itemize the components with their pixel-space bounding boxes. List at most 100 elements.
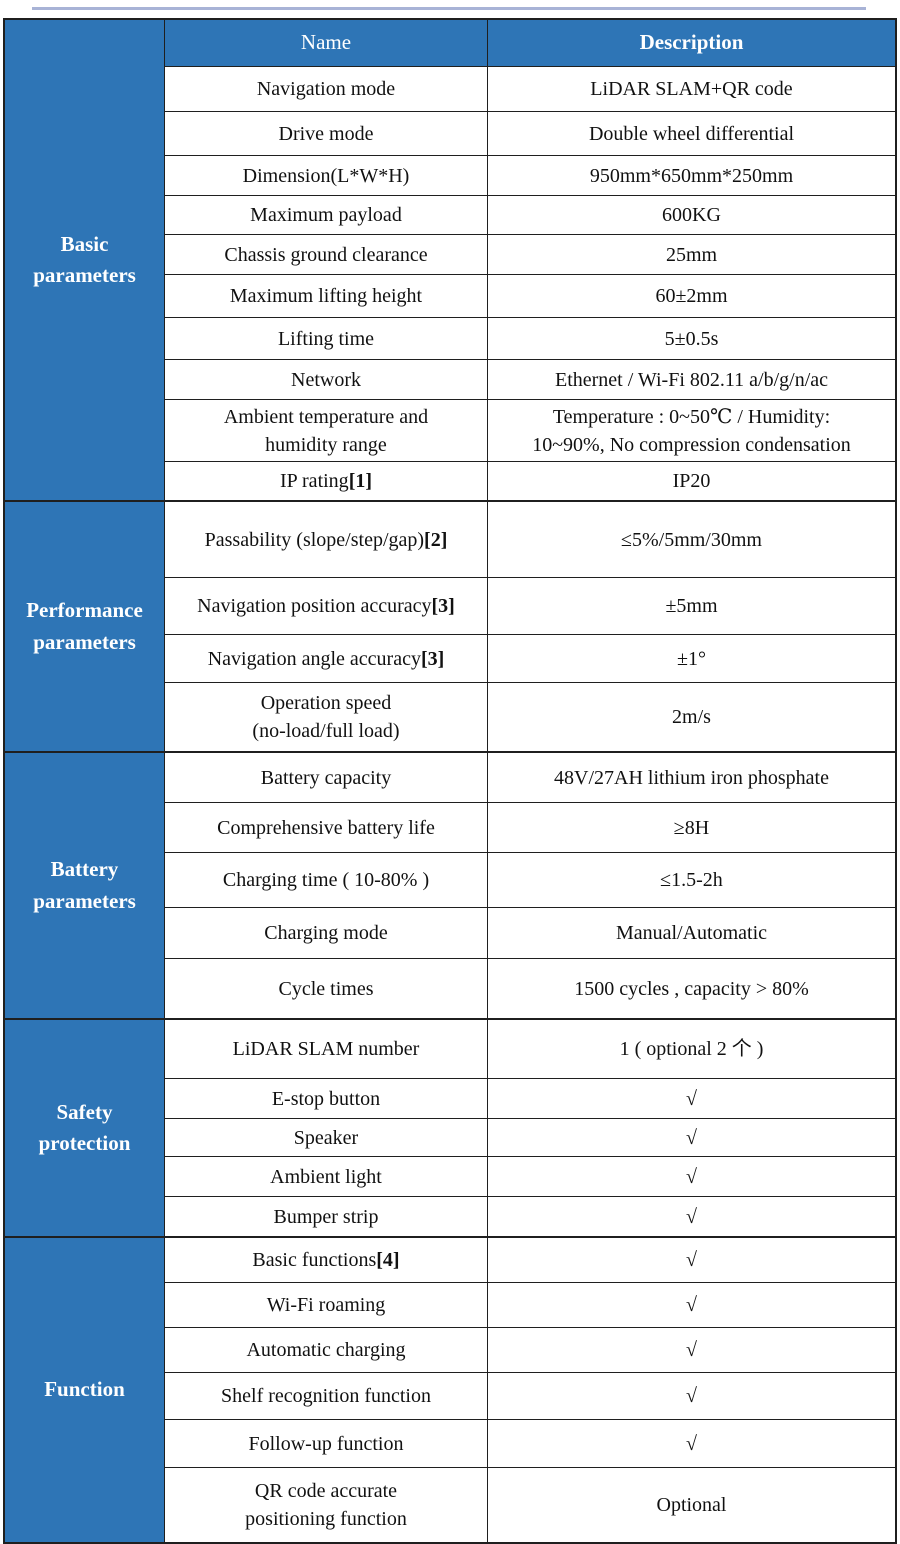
name-cell: Maximum payload <box>250 204 402 226</box>
desc-cell: Ethernet / Wi-Fi 802.11 a/b/g/n/ac <box>487 360 895 399</box>
name-cell: Wi-Fi roaming <box>266 1294 386 1316</box>
row-basic-functions: Basic functions [4] √ <box>165 1238 895 1282</box>
name-cell: Comprehensive battery life <box>217 816 435 839</box>
footnote-ref-2: [2] <box>424 528 448 551</box>
table-header-row: Name Description <box>165 20 895 66</box>
name-cell: Network <box>291 368 361 391</box>
checkmark-cell: √ <box>487 1119 895 1156</box>
row-maximum-lifting-height: Maximum lifting height 60±2mm <box>165 274 895 317</box>
desc-cell: ≤5%/5mm/30mm <box>487 502 895 577</box>
section-rows: Name Description Navigation mode LiDAR S… <box>165 20 895 500</box>
desc-cell: 2m/s <box>487 683 895 751</box>
top-divider-line <box>32 7 866 10</box>
name-text: Passability (slope/step/gap) <box>204 528 425 551</box>
desc-cell: 1 ( optional 2 个 ) <box>487 1020 895 1078</box>
desc-cell: 600KG <box>487 196 895 234</box>
row-passability: Passability (slope/step/gap) [2] ≤5%/5mm… <box>165 502 895 577</box>
row-ambient-light: Ambient light √ <box>165 1156 895 1196</box>
name-cell: QR code accurate positioning function <box>245 1480 407 1530</box>
section-function: Function Basic functions [4] √ Wi-Fi roam… <box>5 1236 895 1542</box>
name-cell: Passability (slope/step/gap) [2] <box>165 502 487 577</box>
name-cell: Drive mode <box>278 122 374 145</box>
row-ip-rating: IP rating [1] IP20 <box>165 461 895 500</box>
row-maximum-payload: Maximum payload 600KG <box>165 195 895 234</box>
name-cell: Bumper strip <box>273 1205 379 1228</box>
name-text: Navigation position accuracy <box>197 595 432 617</box>
section-basic-parameters: Basic parameters Name Description Naviga… <box>5 20 895 500</box>
section-rows: Passability (slope/step/gap) [2] ≤5%/5mm… <box>165 502 895 751</box>
row-lidar-slam-number: LiDAR SLAM number 1 ( optional 2 个 ) <box>165 1020 895 1078</box>
name-cell: Lifting time <box>277 327 375 350</box>
specification-table: Basic parameters Name Description Naviga… <box>3 18 897 1544</box>
checkmark-cell: √ <box>487 1157 895 1196</box>
row-e-stop-button: E-stop button √ <box>165 1078 895 1118</box>
name-cell: E-stop button <box>271 1087 381 1110</box>
name-cell: Dimension(L*W*H) <box>242 164 410 187</box>
footnote-ref-3: [3] <box>420 647 445 670</box>
row-bumper-strip: Bumper strip √ <box>165 1196 895 1236</box>
name-cell: LiDAR SLAM number <box>232 1038 420 1060</box>
section-rows: LiDAR SLAM number 1 ( optional 2 个 ) E-s… <box>165 1020 895 1236</box>
row-qr-code-positioning: QR code accurate positioning function Op… <box>165 1467 895 1542</box>
checkmark-cell: √ <box>487 1283 895 1327</box>
name-cell: Automatic charging <box>246 1339 406 1361</box>
row-charging-time: Charging time ( 10-80% ) ≤1.5-2h <box>165 852 895 907</box>
name-cell: Navigation angle accuracy [3] <box>165 635 487 682</box>
checkmark-cell: √ <box>487 1420 895 1467</box>
name-text: Navigation angle accuracy <box>207 647 421 670</box>
name-cell: Shelf recognition function <box>221 1385 431 1407</box>
desc-cell: Optional <box>487 1468 895 1542</box>
row-follow-up-function: Follow-up function √ <box>165 1419 895 1467</box>
row-charging-mode: Charging mode Manual/Automatic <box>165 907 895 958</box>
row-dimension: Dimension(L*W*H) 950mm*650mm*250mm <box>165 155 895 195</box>
name-cell: Operation speed (no-load/full load) <box>252 692 400 742</box>
category-safety-protection: Safety protection <box>5 1020 165 1236</box>
desc-cell: ±5mm <box>487 578 895 634</box>
category-basic-parameters: Basic parameters <box>5 20 165 500</box>
desc-cell: LiDAR SLAM+QR code <box>487 67 895 111</box>
desc-cell: ≥8H <box>487 803 895 852</box>
category-function: Function <box>5 1238 165 1542</box>
row-shelf-recognition: Shelf recognition function √ <box>165 1372 895 1419</box>
header-description: Description <box>487 20 895 66</box>
name-cell: Basic functions [4] <box>165 1238 487 1282</box>
name-cell: Ambient temperature and humidity range <box>223 405 429 456</box>
name-cell: Ambient light <box>270 1165 382 1188</box>
row-speaker: Speaker √ <box>165 1118 895 1156</box>
row-drive-mode: Drive mode Double wheel differential <box>165 111 895 155</box>
row-cycle-times: Cycle times 1500 cycles , capacity > 80% <box>165 958 895 1018</box>
section-rows: Battery capacity 48V/27AH lithium iron p… <box>165 753 895 1018</box>
row-battery-capacity: Battery capacity 48V/27AH lithium iron p… <box>165 753 895 802</box>
name-cell: Navigation position accuracy [3] <box>165 578 487 634</box>
name-cell: Cycle times <box>278 977 374 1000</box>
header-name: Name <box>300 30 352 55</box>
desc-cell: Manual/Automatic <box>487 908 895 958</box>
checkmark-cell: √ <box>487 1197 895 1236</box>
desc-cell: 48V/27AH lithium iron phosphate <box>487 753 895 802</box>
desc-cell: ±1° <box>487 635 895 682</box>
name-cell: Speaker <box>293 1126 359 1149</box>
section-performance-parameters: Performance parameters Passability (slop… <box>5 500 895 751</box>
footnote-ref-1: [1] <box>348 470 373 492</box>
row-comprehensive-battery-life: Comprehensive battery life ≥8H <box>165 802 895 852</box>
footnote-ref-3: [3] <box>431 595 455 617</box>
name-text: Basic functions <box>252 1249 377 1271</box>
row-ambient-temperature-humidity: Ambient temperature and humidity range T… <box>165 399 895 461</box>
desc-cell: 25mm <box>487 235 895 274</box>
row-chassis-ground-clearance: Chassis ground clearance 25mm <box>165 234 895 274</box>
checkmark-cell: √ <box>487 1373 895 1419</box>
section-rows: Basic functions [4] √ Wi-Fi roaming √ Aut… <box>165 1238 895 1542</box>
category-battery-parameters: Battery parameters <box>5 753 165 1018</box>
name-cell: Chassis ground clearance <box>224 243 428 266</box>
desc-cell: 5±0.5s <box>487 318 895 359</box>
row-navigation-angle-accuracy: Navigation angle accuracy [3] ±1° <box>165 634 895 682</box>
checkmark-cell: √ <box>487 1328 895 1372</box>
desc-cell: 950mm*650mm*250mm <box>487 156 895 195</box>
name-cell: IP rating [1] <box>165 462 487 500</box>
row-automatic-charging: Automatic charging √ <box>165 1327 895 1372</box>
name-cell: Charging mode <box>264 922 388 944</box>
name-cell: Navigation mode <box>256 78 396 100</box>
name-cell: Battery capacity <box>260 766 392 789</box>
desc-cell: IP20 <box>487 462 895 500</box>
row-lifting-time: Lifting time 5±0.5s <box>165 317 895 359</box>
